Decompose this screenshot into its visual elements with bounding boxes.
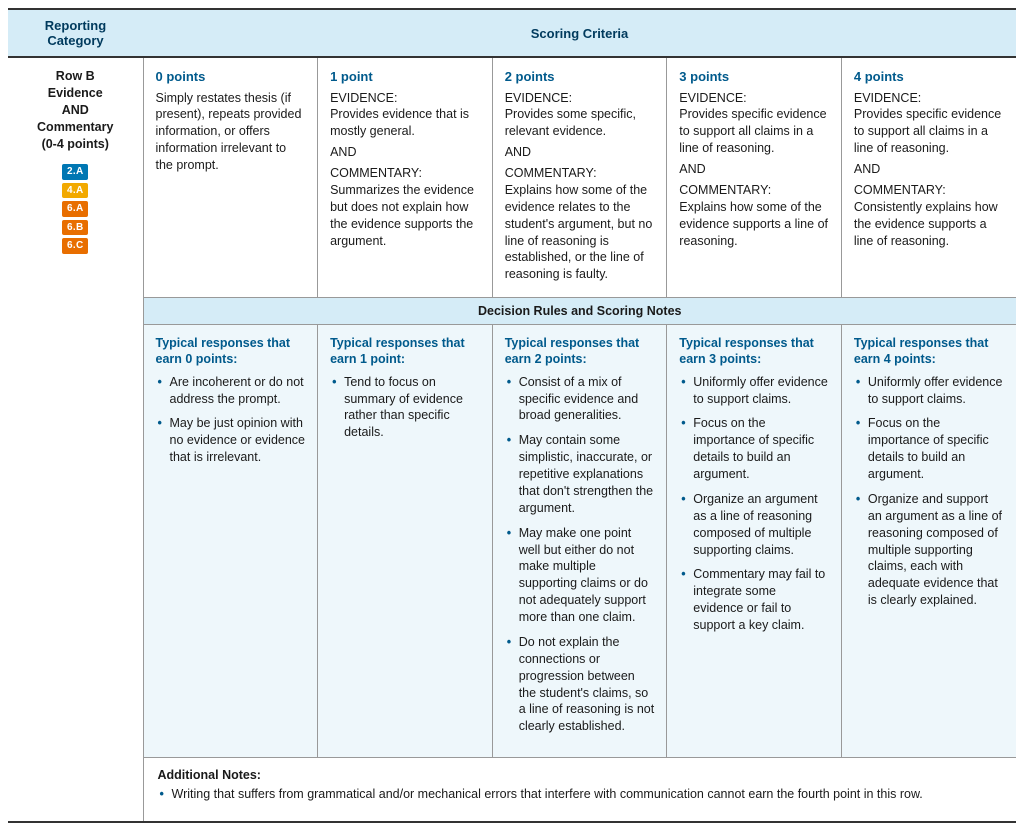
evidence-label: EVIDENCE: [505, 90, 655, 107]
additional-notes-list: Writing that suffers from grammatical an… [158, 786, 1003, 803]
badge: 2.A [62, 164, 88, 180]
reporting-category-header: Reporting Category [8, 9, 143, 57]
list-item: Commentary may fail to integrate some ev… [679, 566, 829, 634]
list-item: Uniformly offer evidence to support clai… [854, 374, 1004, 408]
list-item: Focus on the importance of specific deta… [854, 415, 1004, 483]
typical-head: Typical responses that earn 2 points: [505, 335, 655, 368]
decision-band-label: Decision Rules and Scoring Notes [143, 298, 1016, 325]
row-title-2: Evidence [14, 85, 137, 102]
typical-col-4: Typical responses that earn 4 points: Un… [841, 325, 1016, 758]
typical-col-2: Typical responses that earn 2 points: Co… [492, 325, 667, 758]
typical-col-0: Typical responses that earn 0 points: Ar… [143, 325, 318, 758]
typical-col-3: Typical responses that earn 3 points: Un… [667, 325, 842, 758]
typical-head: Typical responses that earn 3 points: [679, 335, 829, 368]
commentary-text: Summarizes the evidence but does not exp… [330, 182, 480, 250]
list-item: Organize and support an argument as a li… [854, 491, 1004, 609]
commentary-text: Explains how some of the evidence suppor… [679, 199, 829, 250]
list-item: Organize an argument as a line of reason… [679, 491, 829, 559]
evidence-text: Provides evidence that is mostly general… [330, 106, 480, 140]
typical-head: Typical responses that earn 1 point: [330, 335, 480, 368]
commentary-label: COMMENTARY: [330, 165, 480, 182]
list-item: May make one point well but either do no… [505, 525, 655, 626]
list-item: Writing that suffers from grammatical an… [158, 786, 1003, 803]
commentary-label: COMMENTARY: [854, 182, 1004, 199]
header-row: Reporting Category Scoring Criteria [8, 9, 1016, 57]
evidence-label: EVIDENCE: [330, 90, 480, 107]
evidence-label: EVIDENCE: [679, 90, 829, 107]
evidence-text: Provides specific evidence to support al… [854, 106, 1004, 157]
typical-list: Consist of a mix of specific evidence an… [505, 374, 655, 736]
list-item: Are incoherent or do not address the pro… [156, 374, 306, 408]
typical-head: Typical responses that earn 4 points: [854, 335, 1004, 368]
list-item: May be just opinion with no evidence or … [156, 415, 306, 466]
row-title-1: Row B [14, 68, 137, 85]
evidence-text: Provides some specific, relevant evidenc… [505, 106, 655, 140]
row-title-3: AND [14, 102, 137, 119]
list-item: Do not explain the connections or progre… [505, 634, 655, 735]
typical-list: Are incoherent or do not address the pro… [156, 374, 306, 466]
points-label: 2 points [505, 68, 655, 86]
badge: 6.B [62, 220, 88, 236]
points-label: 3 points [679, 68, 829, 86]
list-item: Focus on the importance of specific deta… [679, 415, 829, 483]
additional-notes-head: Additional Notes: [158, 768, 1003, 782]
decision-band-row: Decision Rules and Scoring Notes [8, 298, 1016, 325]
typical-row: Typical responses that earn 0 points: Ar… [8, 325, 1016, 758]
row-label-cell: Row B Evidence AND Commentary (0-4 point… [8, 57, 143, 822]
points-label: 1 point [330, 68, 480, 86]
typical-list: Uniformly offer evidence to support clai… [854, 374, 1004, 609]
typical-list: Tend to focus on summary of evidence rat… [330, 374, 480, 442]
badge: 4.A [62, 183, 88, 199]
badge-stack: 2.A 4.A 6.A 6.B 6.C [14, 164, 137, 254]
rubric-table: Reporting Category Scoring Criteria Row … [8, 8, 1016, 823]
commentary-text: Consistently explains how the evidence s… [854, 199, 1004, 250]
typical-list: Uniformly offer evidence to support clai… [679, 374, 829, 634]
typical-col-1: Typical responses that earn 1 point: Ten… [318, 325, 493, 758]
score-col-0: 0 points Simply restates thesis (if pres… [143, 57, 318, 298]
badge: 6.C [62, 238, 88, 254]
and-label: AND [330, 144, 480, 161]
scoring-criteria-header: Scoring Criteria [143, 9, 1016, 57]
list-item: Uniformly offer evidence to support clai… [679, 374, 829, 408]
score-col-4: 4 points EVIDENCE: Provides specific evi… [841, 57, 1016, 298]
additional-notes-cell: Additional Notes: Writing that suffers f… [143, 758, 1016, 822]
points-label: 4 points [854, 68, 1004, 86]
commentary-text: Explains how some of the evidence relate… [505, 182, 655, 283]
and-label: AND [854, 161, 1004, 178]
row-title-5: (0-4 points) [14, 136, 137, 153]
list-item: Tend to focus on summary of evidence rat… [330, 374, 480, 442]
points-label: 0 points [156, 68, 306, 86]
score-col-2: 2 points EVIDENCE: Provides some specifi… [492, 57, 667, 298]
commentary-label: COMMENTARY: [505, 165, 655, 182]
row-title-4: Commentary [14, 119, 137, 136]
typical-head: Typical responses that earn 0 points: [156, 335, 306, 368]
and-label: AND [505, 144, 655, 161]
additional-notes-row: Additional Notes: Writing that suffers f… [8, 758, 1016, 822]
list-item: Consist of a mix of specific evidence an… [505, 374, 655, 425]
list-item: May contain some simplistic, inaccurate,… [505, 432, 655, 516]
score-col-1: 1 point EVIDENCE: Provides evidence that… [318, 57, 493, 298]
scoring-row: Row B Evidence AND Commentary (0-4 point… [8, 57, 1016, 298]
badge: 6.A [62, 201, 88, 217]
evidence-text: Provides specific evidence to support al… [679, 106, 829, 157]
and-label: AND [679, 161, 829, 178]
score-body: Simply restates thesis (if present), rep… [156, 90, 306, 174]
commentary-label: COMMENTARY: [679, 182, 829, 199]
score-col-3: 3 points EVIDENCE: Provides specific evi… [667, 57, 842, 298]
evidence-label: EVIDENCE: [854, 90, 1004, 107]
